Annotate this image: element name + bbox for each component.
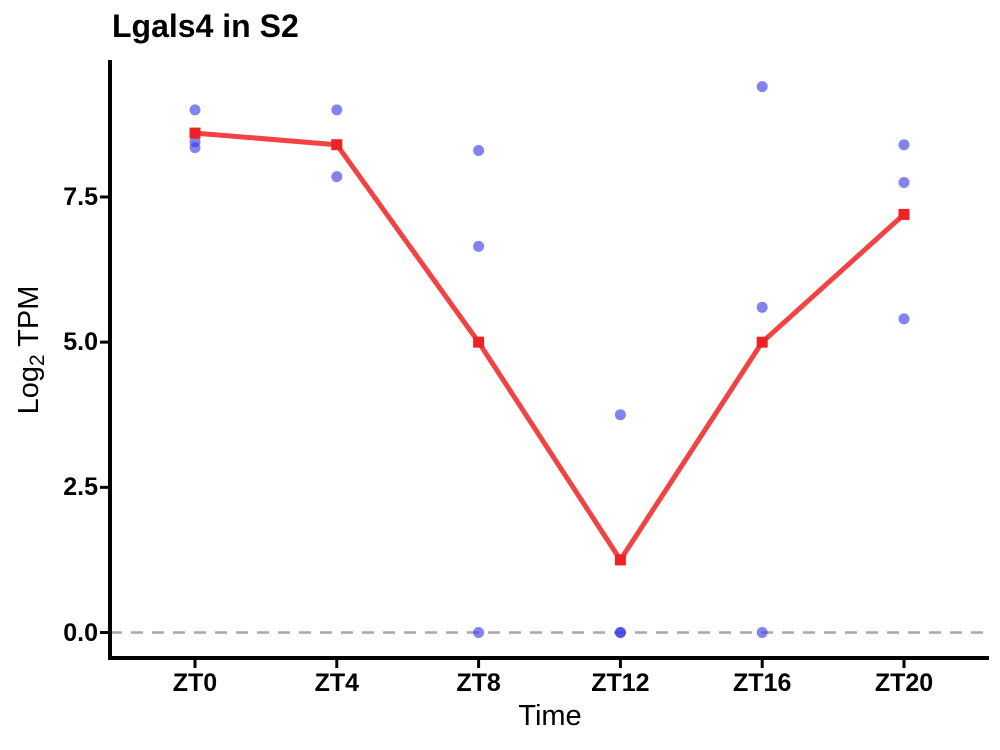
y-tick-label-7-5: 7.5 xyxy=(63,182,98,211)
replicate-point xyxy=(189,104,201,116)
y-tick-label-5-0: 5.0 xyxy=(63,328,98,357)
replicate-point xyxy=(898,176,910,188)
x-tick-label-zt16: ZT16 xyxy=(733,669,792,697)
mean-point xyxy=(898,208,910,220)
replicate-point xyxy=(331,104,343,116)
replicate-point xyxy=(473,627,485,638)
replicate-point xyxy=(898,313,910,325)
replicate-point xyxy=(331,171,343,183)
x-tick-label-zt20: ZT20 xyxy=(874,669,934,697)
mean-point xyxy=(756,336,768,348)
x-tick-label-zt12: ZT12 xyxy=(591,669,650,697)
replicate-point xyxy=(756,301,768,313)
x-tick-label-zt4: ZT4 xyxy=(314,669,360,697)
replicate-point xyxy=(189,142,201,154)
replicate-point xyxy=(756,81,768,93)
replicate-point xyxy=(473,145,485,157)
replicate-point xyxy=(756,627,768,638)
mean-point xyxy=(473,336,485,348)
mean-point xyxy=(614,554,626,566)
x-tick-label-zt8: ZT8 xyxy=(456,669,501,697)
x-tick-label-zt0: ZT0 xyxy=(172,669,218,697)
y-tick-label-0-0: 0.0 xyxy=(63,618,98,647)
x-axis-title: Time xyxy=(518,700,582,732)
y-tick-label-2-5: 2.5 xyxy=(63,473,98,502)
mean-point xyxy=(331,139,343,151)
replicate-point xyxy=(898,139,910,151)
chart-title: Lgals4 in S2 xyxy=(112,8,299,44)
mean-point xyxy=(189,127,201,139)
replicate-point xyxy=(614,627,626,638)
replicate-point xyxy=(614,409,626,421)
replicate-point xyxy=(473,240,485,252)
mean-line xyxy=(194,130,906,565)
